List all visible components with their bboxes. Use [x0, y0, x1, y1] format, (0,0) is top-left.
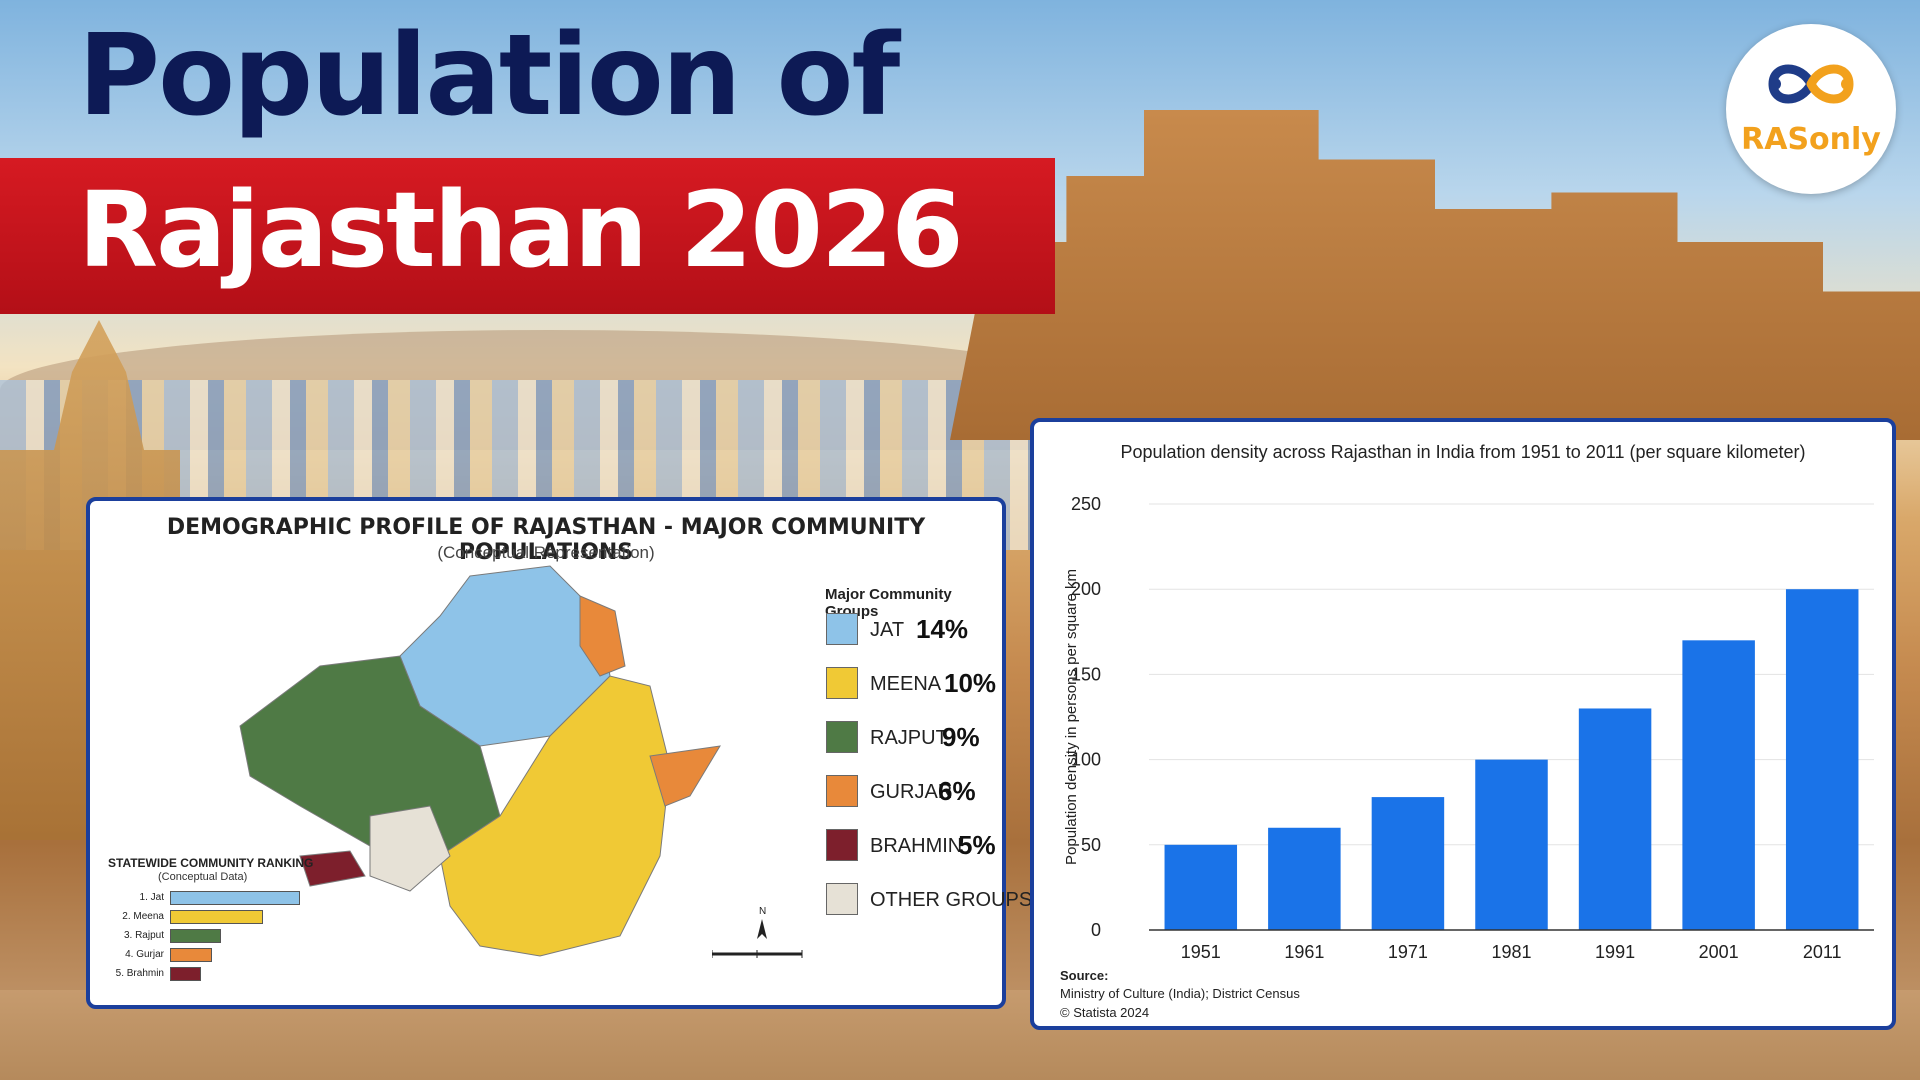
legend-label: MEENA [870, 673, 942, 695]
bar-2011 [1785, 589, 1859, 930]
scale-bar-compass: N [711, 906, 812, 979]
chart-title: Population density across Rajasthan in I… [1120, 442, 1806, 462]
x-tick-label: 1991 [1595, 942, 1635, 962]
ranking-row: 3. Rajput [104, 929, 324, 943]
ranking-label: 2. Meena [122, 911, 164, 922]
ranking-label: 1. Jat [139, 892, 164, 903]
bar-1981 [1475, 759, 1548, 930]
rajasthan-community-map [239, 565, 721, 957]
y-tick-label: 0 [1091, 920, 1101, 940]
ranking-label: 3. Rajput [123, 930, 164, 941]
demographic-title: DEMOGRAPHIC PROFILE OF RAJASTHAN - MAJOR… [166, 515, 926, 565]
legend-percent: 14% [916, 614, 969, 644]
legend-label: JAT [870, 619, 905, 641]
map-region-meena [439, 675, 671, 957]
map-region-other [369, 805, 451, 892]
x-tick-label: 1971 [1388, 942, 1428, 962]
bar-1991 [1578, 708, 1652, 930]
x-tick-label: 1981 [1491, 942, 1531, 962]
y-axis-label: Population density in persons per square… [1063, 569, 1080, 865]
legend-swatch [826, 721, 858, 753]
logo-text: RASonly [1741, 122, 1881, 157]
map-region-gurjar-east [649, 745, 721, 807]
y-tick-label: 50 [1081, 835, 1101, 855]
legend-label: BRAHMIN [870, 835, 963, 857]
source-text: Ministry of Culture (India); District Ce… [1060, 986, 1300, 1001]
ranking-label: 4. Gurjar [125, 949, 164, 960]
ranking-bar [170, 910, 263, 924]
map-region-gurjar-north [579, 595, 626, 677]
ranking-subtitle: (Conceptual Data) [158, 871, 248, 883]
map-region-jat [399, 565, 611, 747]
legend-label: GURJAR [870, 781, 953, 803]
y-tick-label: 150 [1071, 664, 1101, 684]
demographic-subtitle: (Conceptual Representation) [437, 543, 655, 562]
legend-percent: 6% [938, 776, 976, 806]
compass-label: N [759, 906, 767, 917]
x-tick-label: 1961 [1284, 942, 1324, 962]
ranking-row: 1. Jat [104, 891, 324, 905]
copyright-text: © Statista 2024 [1060, 1005, 1150, 1020]
title-banner [0, 158, 1055, 314]
infinity-link-icon [1768, 64, 1854, 104]
x-tick-label: 2001 [1699, 942, 1739, 962]
legend-percent: 10% [944, 668, 997, 698]
ranking-label: 5. Brahmin [115, 968, 164, 979]
density-bar-chart: 0 50 100 150 200 250 Population density in per… [1063, 494, 1874, 962]
x-tick-label: 2011 [1803, 942, 1842, 962]
legend-label: OTHER GROUPS [870, 889, 1033, 911]
y-tick-label: 100 [1071, 750, 1101, 770]
legend-swatch [826, 883, 858, 915]
ranking-row: 5. Brahmin [104, 967, 324, 981]
legend-swatch [826, 613, 858, 645]
ranking-row: 2. Meena [104, 910, 324, 924]
demographic-panel: DEMOGRAPHIC PROFILE OF RAJASTHAN - MAJOR… [86, 497, 1032, 1009]
ranking-bar [170, 891, 300, 905]
bar-1961 [1268, 827, 1341, 930]
ranking-bar [170, 967, 201, 981]
brand-logo[interactable]: RASonly [1726, 24, 1896, 194]
page-title-line1: Population of [78, 11, 900, 141]
ranking-title: STATEWIDE COMMUNITY RANKING [108, 856, 314, 870]
bar-1971 [1371, 797, 1445, 930]
legend-percent: 9% [942, 722, 980, 752]
ranking-bar [170, 948, 212, 962]
y-tick-label: 200 [1071, 579, 1101, 599]
density-chart-panel: Population density across Rajasthan in I… [1030, 418, 1896, 1030]
legend-swatch [826, 775, 858, 807]
page-title-line2: Rajasthan 2026 [78, 169, 964, 291]
legend-label: RAJPUT [870, 727, 948, 749]
bar-2001 [1682, 640, 1755, 930]
ranking-bar [170, 929, 222, 943]
legend-swatch [826, 667, 858, 699]
x-tick-label: 1951 [1181, 942, 1221, 962]
legend-percent: 5% [958, 830, 996, 860]
source-label: Source: [1060, 968, 1109, 983]
ranking-row: 4. Gurjar [104, 948, 324, 962]
y-tick-label: 250 [1071, 494, 1101, 514]
legend-swatch [826, 829, 858, 861]
map-region-brahmin [299, 850, 366, 887]
bar-1951 [1164, 844, 1238, 930]
